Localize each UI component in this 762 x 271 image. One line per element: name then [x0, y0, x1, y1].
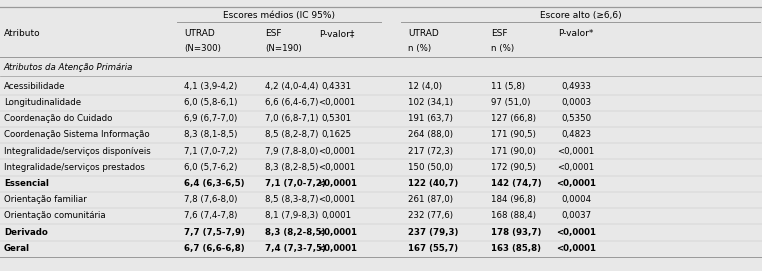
Text: Integralidade/serviços disponíveis: Integralidade/serviços disponíveis	[4, 147, 151, 156]
Text: <0,0001: <0,0001	[317, 244, 357, 253]
Text: 0,0003: 0,0003	[561, 98, 591, 107]
Text: 8,3 (8,2-8,5): 8,3 (8,2-8,5)	[265, 228, 325, 237]
Text: 122 (40,7): 122 (40,7)	[408, 179, 459, 188]
Text: Coordenação Sistema Informação: Coordenação Sistema Informação	[4, 130, 149, 139]
Text: 0,5301: 0,5301	[322, 114, 352, 123]
Text: (N=300): (N=300)	[184, 44, 221, 53]
Text: 8,3 (8,2-8,5): 8,3 (8,2-8,5)	[265, 163, 319, 172]
Text: 172 (90,5): 172 (90,5)	[491, 163, 536, 172]
Text: 7,9 (7,8-8,0): 7,9 (7,8-8,0)	[265, 147, 319, 156]
Text: P-valor‡: P-valor‡	[319, 29, 354, 38]
Text: 11 (5,8): 11 (5,8)	[491, 82, 525, 91]
Text: 0,4933: 0,4933	[561, 82, 591, 91]
Text: Geral: Geral	[4, 244, 30, 253]
Text: <0,0001: <0,0001	[319, 163, 355, 172]
Text: 7,8 (7,6-8,0): 7,8 (7,6-8,0)	[184, 195, 238, 204]
Text: 232 (77,6): 232 (77,6)	[408, 211, 453, 220]
Text: 0,4823: 0,4823	[561, 130, 591, 139]
Text: 237 (79,3): 237 (79,3)	[408, 228, 459, 237]
Text: Atributos da Atenção Primária: Atributos da Atenção Primária	[4, 63, 133, 72]
Text: Atributo: Atributo	[4, 29, 40, 38]
Text: 264 (88,0): 264 (88,0)	[408, 130, 453, 139]
Text: 8,3 (8,1-8,5): 8,3 (8,1-8,5)	[184, 130, 238, 139]
Text: 6,6 (6,4-6,7): 6,6 (6,4-6,7)	[265, 98, 319, 107]
Text: <0,0001: <0,0001	[319, 98, 355, 107]
Text: 150 (50,0): 150 (50,0)	[408, 163, 453, 172]
Text: Longitudinalidade: Longitudinalidade	[4, 98, 81, 107]
Text: ESF: ESF	[265, 29, 282, 38]
Text: 7,1 (7,0-7,2): 7,1 (7,0-7,2)	[184, 147, 238, 156]
Text: Essencial: Essencial	[4, 179, 49, 188]
Text: 8,5 (8,2-8,7): 8,5 (8,2-8,7)	[265, 130, 319, 139]
Text: 0,4331: 0,4331	[322, 82, 352, 91]
Text: <0,0001: <0,0001	[317, 179, 357, 188]
Text: 178 (93,7): 178 (93,7)	[491, 228, 541, 237]
Text: 0,0037: 0,0037	[561, 211, 591, 220]
Text: 171 (90,5): 171 (90,5)	[491, 130, 536, 139]
Text: 167 (55,7): 167 (55,7)	[408, 244, 459, 253]
Text: ESF: ESF	[491, 29, 507, 38]
Text: n (%): n (%)	[408, 44, 431, 53]
Text: 184 (96,8): 184 (96,8)	[491, 195, 536, 204]
Text: n (%): n (%)	[491, 44, 514, 53]
Text: <0,0001: <0,0001	[319, 147, 355, 156]
Text: (N=190): (N=190)	[265, 44, 302, 53]
Text: 7,6 (7,4-7,8): 7,6 (7,4-7,8)	[184, 211, 238, 220]
Text: 8,5 (8,3-8,7): 8,5 (8,3-8,7)	[265, 195, 319, 204]
Text: Orientação comunitária: Orientação comunitária	[4, 211, 105, 220]
Text: 12 (4,0): 12 (4,0)	[408, 82, 443, 91]
Text: <0,0001: <0,0001	[319, 195, 355, 204]
Text: 0,0004: 0,0004	[561, 195, 591, 204]
Text: 6,9 (6,7-7,0): 6,9 (6,7-7,0)	[184, 114, 238, 123]
Text: UTRAD: UTRAD	[408, 29, 439, 38]
Text: 0,5350: 0,5350	[561, 114, 591, 123]
Text: <0,0001: <0,0001	[556, 244, 596, 253]
Text: 168 (88,4): 168 (88,4)	[491, 211, 536, 220]
Text: 0,0001: 0,0001	[322, 211, 352, 220]
Text: Orientação familiar: Orientação familiar	[4, 195, 87, 204]
Text: P-valor*: P-valor*	[559, 29, 594, 38]
Text: 4,1 (3,9-4,2): 4,1 (3,9-4,2)	[184, 82, 238, 91]
Text: <0,0001: <0,0001	[558, 147, 594, 156]
Text: 97 (51,0): 97 (51,0)	[491, 98, 530, 107]
Text: 4,2 (4,0-4,4): 4,2 (4,0-4,4)	[265, 82, 319, 91]
Text: <0,0001: <0,0001	[556, 179, 596, 188]
Text: Derivado: Derivado	[4, 228, 48, 237]
Text: 7,7 (7,5-7,9): 7,7 (7,5-7,9)	[184, 228, 245, 237]
Text: 261 (87,0): 261 (87,0)	[408, 195, 453, 204]
Text: 7,0 (6,8-7,1): 7,0 (6,8-7,1)	[265, 114, 319, 123]
Text: Escores médios (IC 95%): Escores médios (IC 95%)	[223, 11, 335, 20]
Text: <0,0001: <0,0001	[558, 163, 594, 172]
Text: 6,0 (5,8-6,1): 6,0 (5,8-6,1)	[184, 98, 238, 107]
Text: 7,4 (7,3-7,5): 7,4 (7,3-7,5)	[265, 244, 326, 253]
Text: 102 (34,1): 102 (34,1)	[408, 98, 453, 107]
Text: 0,1625: 0,1625	[322, 130, 352, 139]
Text: 127 (66,8): 127 (66,8)	[491, 114, 536, 123]
Text: <0,0001: <0,0001	[556, 228, 596, 237]
Text: Coordenação do Cuidado: Coordenação do Cuidado	[4, 114, 112, 123]
Text: Integralidade/serviços prestados: Integralidade/serviços prestados	[4, 163, 145, 172]
Text: 7,1 (7,0-7,2): 7,1 (7,0-7,2)	[265, 179, 326, 188]
Text: 171 (90,0): 171 (90,0)	[491, 147, 536, 156]
Text: 6,4 (6,3-6,5): 6,4 (6,3-6,5)	[184, 179, 245, 188]
Text: 6,0 (5,7-6,2): 6,0 (5,7-6,2)	[184, 163, 238, 172]
Text: Acessibilidade: Acessibilidade	[4, 82, 66, 91]
Text: <0,0001: <0,0001	[317, 228, 357, 237]
Text: Escore alto (≥6,6): Escore alto (≥6,6)	[539, 11, 622, 20]
Text: UTRAD: UTRAD	[184, 29, 215, 38]
Text: 8,1 (7,9-8,3): 8,1 (7,9-8,3)	[265, 211, 319, 220]
Text: 6,7 (6,6-6,8): 6,7 (6,6-6,8)	[184, 244, 245, 253]
Text: 142 (74,7): 142 (74,7)	[491, 179, 541, 188]
Text: 217 (72,3): 217 (72,3)	[408, 147, 453, 156]
Text: 163 (85,8): 163 (85,8)	[491, 244, 541, 253]
Text: 191 (63,7): 191 (63,7)	[408, 114, 453, 123]
